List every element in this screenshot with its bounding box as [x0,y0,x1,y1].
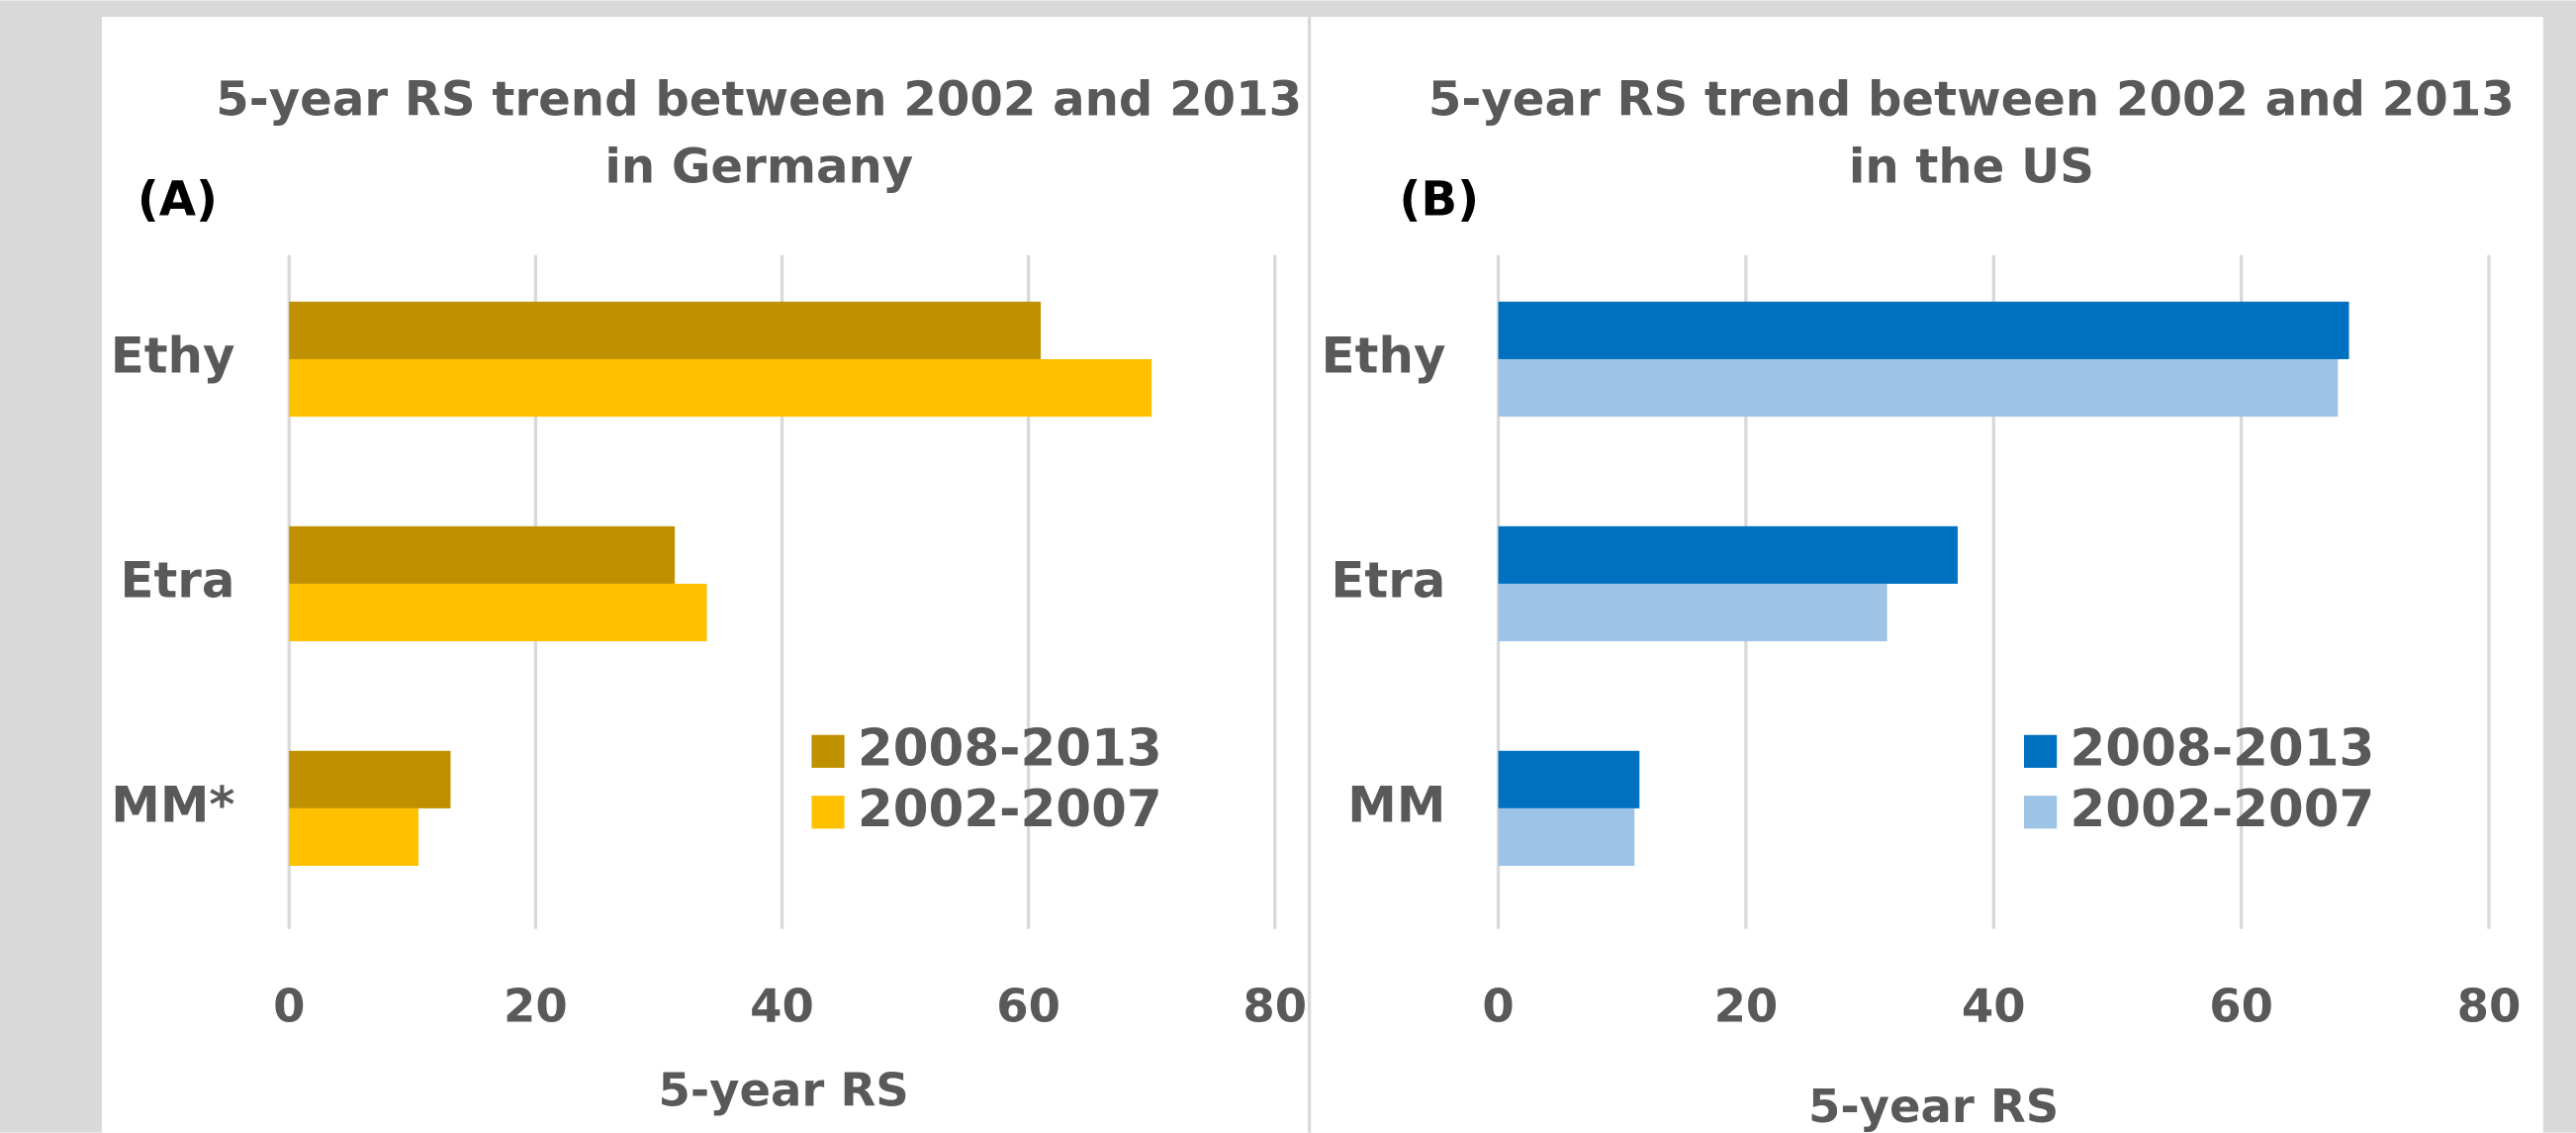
legend-label: 2002-2007 [2070,780,2375,839]
panel-label: (A) [138,172,218,228]
category-label: Etra [1331,551,1445,609]
bar [289,750,451,808]
x-tick-label: 80 [1242,980,1307,1033]
chart-title: 5-year RS trend between 2002 and 2013 [216,71,1302,127]
bar [289,358,1152,418]
chart-title: in the US [1849,139,2094,194]
bar [1498,583,1887,642]
chart-title: 5-year RS trend between 2002 and 2013 [1428,71,2515,127]
x-tick-label: 60 [2209,980,2273,1033]
category-label: Ethy [1322,327,1446,384]
x-tick-label: 0 [273,980,305,1033]
legend-label: 2002-2007 [858,780,1162,839]
x-axis-label: 5-year RS [1808,1080,2059,1133]
bar [1498,750,1640,808]
chart-title: in Germany [604,139,913,194]
x-tick-label: 20 [504,980,568,1033]
legend-swatch [2024,734,2058,768]
legend-label: 2008-2013 [858,718,1162,778]
x-tick-label: 40 [1962,980,2026,1033]
x-tick-label: 20 [1714,980,1779,1033]
x-tick-label: 60 [996,980,1060,1033]
legend-swatch [2024,796,2058,829]
category-label: Etra [120,551,234,609]
legend-swatch [811,734,845,768]
x-tick-label: 80 [2457,980,2522,1033]
bar [1498,301,2349,359]
bar [289,525,676,584]
category-label: MM* [111,776,234,833]
x-tick-label: 0 [1482,980,1514,1033]
x-tick-label: 40 [750,980,814,1033]
bar [1498,807,1635,867]
bar [1498,525,1958,584]
bar [289,807,419,867]
x-axis-label: 5-year RS [659,1063,909,1116]
legend-swatch [811,796,845,829]
panel-label: (B) [1399,172,1479,228]
category-label: MM [1347,776,1445,833]
category-label: Ethy [111,327,235,384]
bar [289,301,1042,359]
bar [1498,358,2339,418]
legend-label: 2008-2013 [2070,718,2375,778]
bar [289,583,707,642]
